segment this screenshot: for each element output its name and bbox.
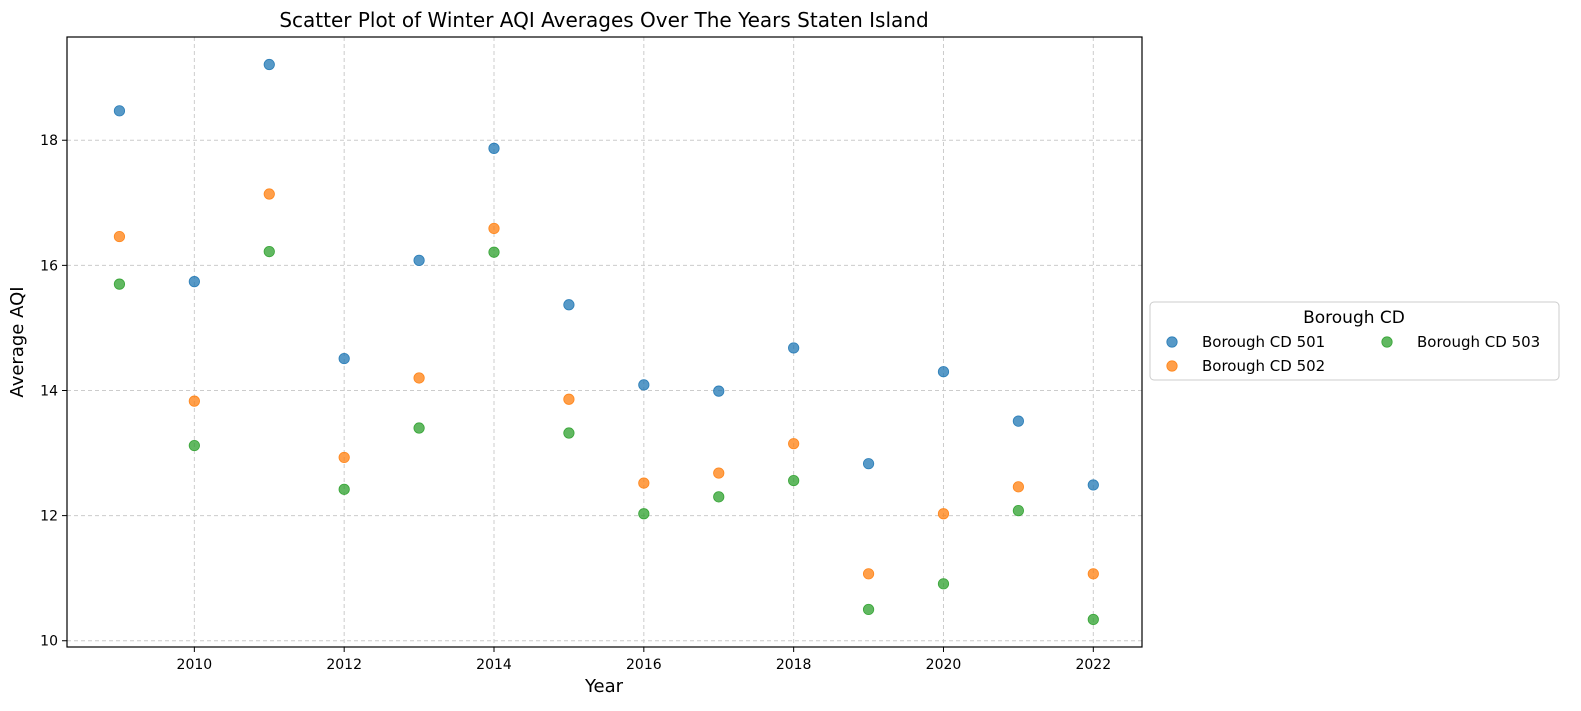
x-tick-label: 2012	[326, 657, 362, 673]
y-axis-label: Average AQI	[7, 286, 28, 397]
data-point	[638, 508, 650, 520]
data-point	[937, 366, 950, 378]
legend-items: Borough CD 501 Borough CD 502 Borough CD 5…	[1166, 333, 1540, 375]
data-point	[937, 508, 950, 520]
data-point	[788, 438, 800, 450]
x-tick-label: 2010	[177, 657, 213, 673]
legend-box	[1149, 301, 1560, 381]
legend-marker	[1166, 336, 1178, 348]
legend-marker	[1381, 336, 1393, 348]
x-tick-label: 2014	[476, 657, 512, 673]
y-tick-label: 10	[40, 634, 58, 650]
data-point	[338, 352, 350, 365]
legend-title: Borough CD	[1303, 308, 1405, 328]
data-point	[862, 603, 875, 616]
data-point	[713, 467, 725, 479]
data-point	[862, 568, 875, 580]
legend-item: Borough CD 503	[1381, 333, 1540, 351]
data-point	[263, 58, 275, 71]
data-point	[263, 245, 275, 258]
series-2	[113, 188, 1099, 580]
x-axis: 2010 2012 2014 2016 2018 2020 2022	[177, 647, 1111, 673]
series-3	[113, 245, 1099, 626]
legend-label: Borough CD 502	[1202, 357, 1325, 375]
y-tick-label: 14	[40, 383, 58, 399]
legend-label: Borough CD 503	[1417, 333, 1540, 351]
data-point	[413, 254, 425, 266]
data-point	[1012, 415, 1024, 427]
y-axis: 10 12 14 16 18	[40, 133, 67, 650]
data-point	[937, 578, 950, 590]
legend-marker	[1166, 360, 1178, 372]
data-point	[638, 379, 650, 391]
data-point	[788, 474, 800, 487]
data-point	[1087, 479, 1099, 491]
data-point	[113, 278, 126, 290]
data-point	[188, 276, 200, 288]
data-points	[113, 58, 1099, 626]
grid	[67, 37, 1142, 647]
x-tick-label: 2020	[926, 657, 962, 673]
data-point	[563, 427, 575, 439]
data-point	[188, 395, 200, 407]
data-point	[188, 439, 200, 452]
data-point	[113, 230, 126, 243]
data-point	[488, 142, 500, 154]
x-axis-label: Year	[584, 676, 624, 697]
data-point	[713, 491, 725, 503]
data-point	[488, 222, 500, 235]
x-tick-label: 2022	[1075, 657, 1111, 673]
data-point	[788, 342, 800, 354]
data-point	[338, 483, 350, 495]
data-point	[113, 105, 126, 117]
data-point	[1012, 505, 1024, 517]
data-point	[338, 451, 350, 464]
data-point	[713, 385, 725, 397]
x-tick-label: 2018	[776, 657, 812, 673]
legend-label: Borough CD 501	[1202, 333, 1325, 351]
data-point	[1087, 613, 1099, 626]
legend-item: Borough CD 501	[1166, 333, 1325, 351]
series-1	[113, 58, 1099, 491]
data-point	[1087, 568, 1099, 580]
data-point	[413, 372, 425, 384]
data-point	[638, 477, 650, 489]
data-point	[862, 458, 875, 470]
data-point	[488, 246, 500, 258]
legend-item: Borough CD 502	[1166, 357, 1325, 375]
x-tick-label: 2016	[626, 657, 662, 673]
chart-title: Scatter Plot of Winter AQI Averages Over…	[279, 8, 928, 32]
plot-area-frame	[66, 36, 1143, 648]
data-point	[413, 422, 425, 434]
data-point	[563, 393, 575, 405]
y-tick-label: 12	[40, 509, 58, 525]
data-point	[563, 299, 575, 311]
data-point	[1012, 481, 1024, 493]
y-tick-label: 16	[40, 258, 58, 274]
data-point	[263, 188, 275, 200]
y-tick-label: 18	[40, 133, 58, 149]
